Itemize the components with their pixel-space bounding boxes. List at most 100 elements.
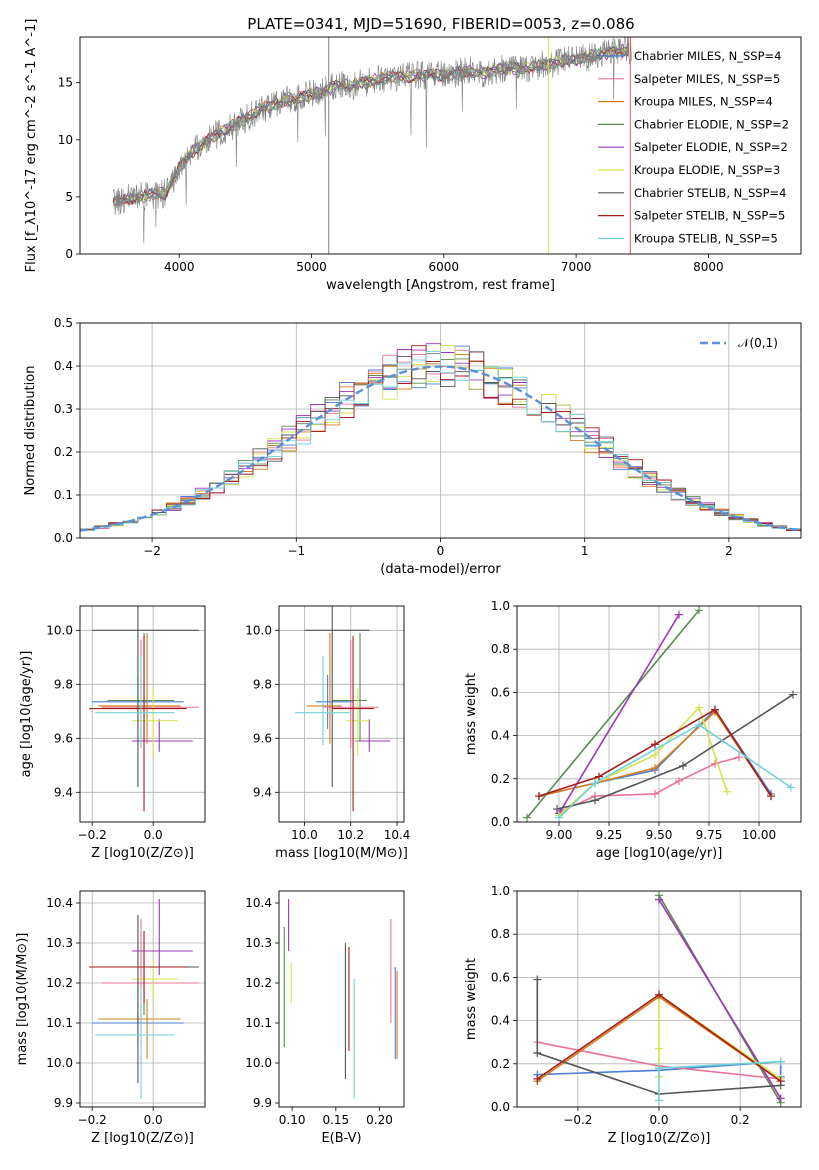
mass-weight-line (558, 614, 680, 814)
x-axis-label: E(B-V) (321, 1131, 361, 1146)
x-tick-label: 9.00 (546, 828, 573, 842)
model-spectrum-line (112, 45, 630, 203)
mass-weight-marker (553, 805, 561, 814)
x-axis-label: mass [log10(M/M⊙)] (275, 846, 408, 861)
mass-weight-marker (533, 1074, 542, 1083)
y-tick-label: 9.4 (54, 785, 73, 799)
y-tick-label: 0.4 (491, 729, 510, 743)
y-tick-label: 10.3 (46, 936, 73, 950)
legend-entry: Kroupa MILES, N_SSP=4 (634, 95, 773, 109)
x-tick-label: 0.2 (731, 1113, 750, 1127)
y-tick-label: 0 (65, 247, 73, 261)
mass-weight-marker (595, 772, 603, 781)
mass-weight-marker (679, 761, 687, 770)
age-vs-mass-panel: 10.0 10.2 10.4 9.4 9.6 9.8 10.0 mass [log10(M/M… (245, 605, 410, 861)
y-tick-label: 0.2 (491, 1057, 510, 1071)
x-tick-label: 8000 (693, 260, 724, 274)
x-tick-label: 9.75 (696, 828, 723, 842)
x-axis-label: Z [log10(Z/Z⊙)] (608, 1131, 711, 1146)
mass-vs-ebv-panel-plot-area (283, 899, 398, 1099)
mass-weight-vs-z-panel: −0.2 0.0 0.2 0.0 0.2 0.4 0.6 0.8 1.0 Z [log10(Z/Z… (464, 884, 802, 1146)
mass-weight-line (560, 756, 740, 812)
legend-entry: Chabrier STELIB, N_SSP=4 (634, 186, 786, 200)
y-tick-label: 0.2 (54, 445, 73, 459)
y-tick-label: 10.0 (46, 1056, 73, 1070)
mass-weight-marker (735, 753, 743, 762)
legend-entry: Salpeter ELODIE, N_SSP=2 (634, 140, 788, 154)
y-tick-label: 10.2 (46, 976, 73, 990)
spectrum-legend: Chabrier MILES, N_SSP=4 Salpeter MILES, N… (598, 49, 789, 245)
mass-vs-z-panel-frame (79, 890, 206, 1108)
mass-weight-marker (655, 1044, 663, 1053)
x-tick-label: 1 (581, 544, 589, 558)
y-tick-label: 10.2 (245, 976, 272, 990)
x-tick-label: 7000 (561, 260, 592, 274)
y-tick-label: 0.2 (491, 772, 510, 786)
y-tick-label: 0.3 (54, 402, 73, 416)
mass-weight-line (658, 993, 782, 1080)
mass-weight-line (526, 609, 700, 819)
residual-panel-plot-area (80, 343, 801, 532)
age-vs-z-panel-frame (79, 605, 206, 823)
mass-weight-marker (651, 764, 659, 772)
mass-weight-marker (776, 1094, 785, 1103)
x-tick-label: −1 (287, 544, 305, 558)
mass-weight-marker (523, 813, 531, 822)
x-tick-label: 9.25 (596, 828, 623, 842)
mass-weight-line (558, 723, 792, 819)
x-tick-label: −0.2 (78, 828, 107, 842)
age-vs-z-panel: −0.2 0.0 9.4 9.6 9.8 10.0 Z [log10(Z/Z⊙)] age [… (19, 605, 206, 861)
y-tick-label: 9.6 (253, 731, 272, 745)
mass-weight-marker (533, 975, 542, 984)
y-axis-label: Flux [f_λ10^-17 erg cm^-2 s^-1 A^-1] (24, 19, 39, 273)
x-tick-label: 0.20 (366, 1113, 393, 1127)
y-axis-label: mass weight (464, 958, 479, 1040)
normal-reference-curve (80, 365, 801, 532)
age-vs-mass-panel-plot-area (295, 606, 391, 812)
y-tick-label: 0.8 (491, 642, 510, 656)
mass-weight-marker (655, 990, 663, 999)
mass-weight-line (536, 979, 781, 1095)
x-tick-label: 6000 (429, 260, 460, 274)
y-tick-label: 9.9 (253, 1096, 272, 1110)
mass-weight-marker (675, 610, 683, 619)
mass-weight-marker (695, 606, 703, 615)
model-spectrum-line (112, 45, 630, 205)
x-tick-label: −2 (143, 544, 161, 558)
y-tick-label: 9.9 (54, 1096, 73, 1110)
y-tick-label: 0.6 (491, 685, 510, 699)
legend-entry: Chabrier MILES, N_SSP=4 (634, 49, 781, 63)
y-tick-label: 10.4 (245, 896, 272, 910)
age-vs-z-panel-plot-area (89, 606, 199, 812)
mass-weight-marker (651, 740, 659, 749)
mass-weight-marker (591, 796, 599, 805)
y-tick-label: 9.6 (54, 731, 73, 745)
model-spectrum-line (112, 46, 630, 206)
mass-weight-marker (723, 787, 731, 796)
y-tick-label: 10.0 (46, 623, 73, 637)
x-axis-label: Z [log10(Z/Z⊙)] (91, 846, 194, 861)
y-axis-label: mass [log10(M/M⊙)] (15, 933, 30, 1066)
mass-weight-marker (776, 1057, 785, 1066)
mass-weight-marker (655, 895, 663, 904)
x-tick-label: 0.15 (322, 1113, 349, 1127)
y-tick-label: 1.0 (491, 884, 510, 898)
x-tick-label: 10.00 (742, 828, 776, 842)
mass-weight-marker (655, 1064, 663, 1073)
residual-panel: −2 −1 0 1 2 0.0 0.1 0.2 0.3 0.4 0.5 (data-model)/er… (23, 316, 802, 577)
y-tick-label: 5 (65, 190, 73, 204)
legend-entry: Chabrier ELODIE, N_SSP=2 (634, 117, 789, 131)
mass-weight-marker (789, 690, 797, 699)
mass-weight-marker (695, 720, 703, 729)
y-tick-label: 9.4 (253, 785, 272, 799)
x-tick-label: −0.2 (78, 1113, 107, 1127)
y-tick-label: 10.3 (245, 936, 272, 950)
mass-weight-marker (787, 783, 795, 792)
y-tick-label: 9.8 (253, 677, 272, 691)
legend-entry: 𝒩(0,1) (738, 336, 778, 350)
mass-weight-marker (655, 1096, 663, 1105)
y-tick-label: 1.0 (491, 599, 510, 613)
y-tick-label: 0.6 (491, 970, 510, 984)
x-tick-label: 0.10 (279, 1113, 306, 1127)
